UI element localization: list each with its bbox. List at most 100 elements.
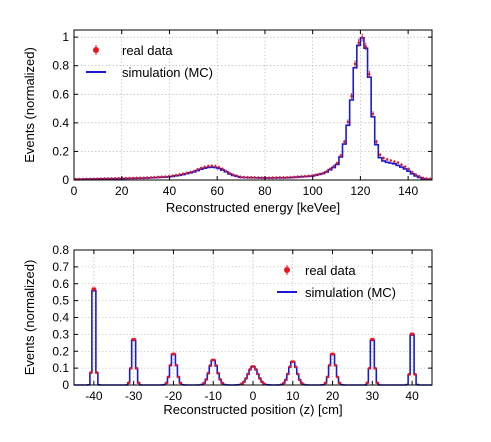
legend-simulation-label: simulation (MC) xyxy=(305,285,396,300)
real-data-point xyxy=(153,176,156,179)
x-tick-label: -10 xyxy=(205,389,223,403)
real-data-point xyxy=(253,176,256,179)
real-data-point xyxy=(336,375,339,379)
real-data-point xyxy=(181,172,185,176)
real-data-point xyxy=(386,158,389,161)
position-chart-data-series xyxy=(89,286,417,386)
real-data-point xyxy=(103,177,106,180)
position-chart-grid xyxy=(74,249,432,386)
real-data-point xyxy=(242,176,246,179)
position-chart-frame xyxy=(73,249,433,386)
real-data-point xyxy=(91,287,95,291)
real-data-point xyxy=(267,176,271,179)
real-data-point xyxy=(271,176,274,179)
x-tick-label: 40 xyxy=(163,184,177,198)
x-tick-label: -20 xyxy=(165,389,183,403)
real-data-point xyxy=(106,177,110,180)
real-data-point xyxy=(177,375,180,379)
real-data-point xyxy=(160,175,163,179)
y-tick-label: 0 xyxy=(62,173,69,187)
real-data-point xyxy=(149,176,153,179)
real-data-point xyxy=(296,175,299,178)
x-tick-label: 40 xyxy=(405,389,419,403)
x-tick-label: 30 xyxy=(366,389,380,403)
y-tick-label: 0.5 xyxy=(52,294,69,308)
real-data-point xyxy=(257,176,260,179)
real-data-point xyxy=(156,175,160,179)
real-data-point xyxy=(89,371,93,374)
real-data-point xyxy=(174,174,178,177)
simulation-mc-step-line xyxy=(74,37,432,181)
position-chart: -40 -30 -20 -10 0 10 20 30 40 0 0.1 0.2 0.3 0.4 0.5 0.6… xyxy=(22,243,433,417)
x-tick-label: 0 xyxy=(250,389,257,403)
real-data-point xyxy=(282,381,286,385)
real-data-point xyxy=(278,176,282,179)
real-data-point xyxy=(325,170,328,173)
real-data-point xyxy=(256,372,260,376)
real-data-point xyxy=(421,176,425,180)
x-tick-label: 0 xyxy=(71,184,78,198)
real-data-point xyxy=(131,176,135,180)
y-tick-label: 0.7 xyxy=(52,260,69,274)
real-data-point xyxy=(373,366,377,370)
real-data-point xyxy=(171,352,174,356)
real-data-point xyxy=(165,381,168,385)
real-data-point xyxy=(127,381,131,385)
real-data-point xyxy=(389,159,393,162)
real-data-point xyxy=(332,165,335,168)
legend-real-data-marker xyxy=(284,267,290,273)
real-data-point xyxy=(164,175,167,178)
real-data-point xyxy=(292,360,296,364)
x-tick-label: -30 xyxy=(125,389,143,403)
real-data-point xyxy=(303,175,307,178)
real-data-point xyxy=(248,368,252,371)
real-data-point xyxy=(300,175,303,178)
real-data-point xyxy=(284,378,288,382)
real-data-point xyxy=(330,352,333,356)
x-tick-label: 60 xyxy=(211,184,225,198)
x-tick-label: -40 xyxy=(85,389,103,403)
x-tick-label: 20 xyxy=(115,184,129,198)
real-data-point xyxy=(288,365,292,369)
real-data-point xyxy=(142,176,146,180)
real-data-point xyxy=(338,381,341,385)
real-data-point xyxy=(324,381,327,385)
real-data-point xyxy=(294,365,298,369)
real-data-point xyxy=(216,371,220,375)
real-data-point xyxy=(175,363,178,367)
real-data-point xyxy=(96,177,99,181)
real-data-point xyxy=(235,174,239,178)
real-data-point xyxy=(124,177,128,180)
real-data-point xyxy=(396,161,400,164)
real-data-point xyxy=(137,381,141,385)
real-data-point xyxy=(246,372,250,376)
real-data-point xyxy=(224,169,228,173)
real-data-point xyxy=(318,172,321,176)
real-data-point xyxy=(298,378,302,382)
real-data-point xyxy=(328,363,331,367)
real-data-point xyxy=(346,120,350,124)
real-data-point xyxy=(202,381,206,385)
real-data-point xyxy=(139,176,142,180)
position-chart-y-axis-label: Events (normalized) xyxy=(22,260,37,376)
real-data-point xyxy=(260,380,264,384)
real-data-point xyxy=(407,167,410,171)
real-data-point xyxy=(196,168,199,171)
real-data-point xyxy=(321,172,325,175)
real-data-point xyxy=(368,73,371,76)
real-data-point xyxy=(260,176,264,179)
real-data-point xyxy=(262,382,266,386)
real-data-point xyxy=(393,160,396,163)
real-data-point xyxy=(425,177,428,180)
y-tick-label: 0.2 xyxy=(52,144,69,158)
real-data-point xyxy=(210,358,214,362)
y-tick-label: 0.8 xyxy=(52,59,69,73)
energy-chart-ticks: 0 20 40 60 80 100 120 140 0 0.2 0.4 0.6 0.8 1 xyxy=(52,30,432,198)
real-data-point xyxy=(99,177,103,180)
real-data-point xyxy=(250,365,254,368)
real-data-point xyxy=(364,45,367,48)
energy-chart-y-axis-label: Events (normalized) xyxy=(22,47,37,163)
energy-chart-legend: real data simulation (MC) xyxy=(86,43,213,80)
real-data-point xyxy=(353,62,357,66)
